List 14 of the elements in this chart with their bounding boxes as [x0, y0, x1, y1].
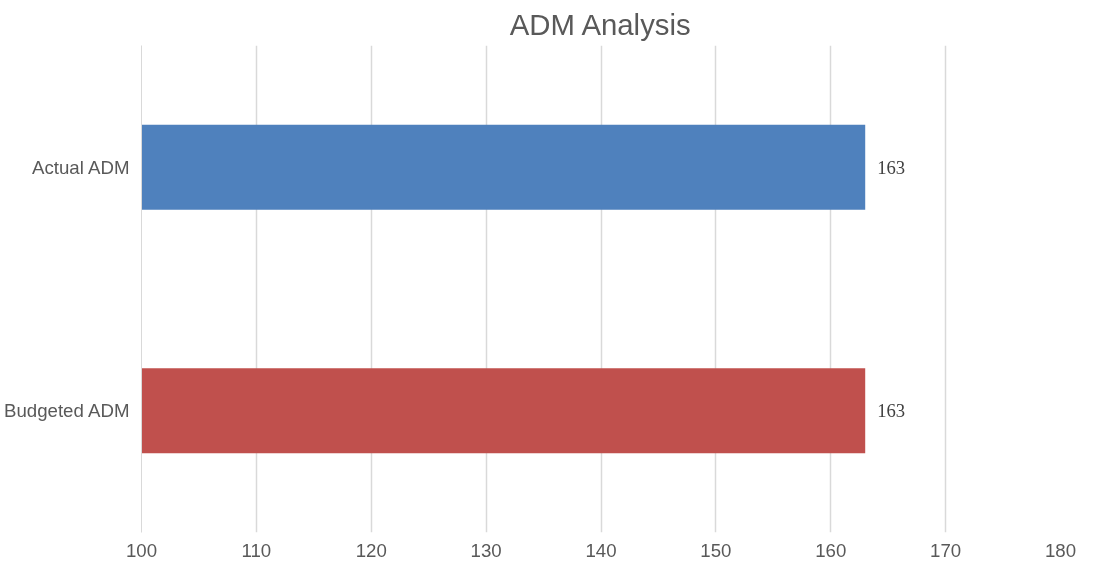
x-tick-label: 140	[585, 539, 617, 561]
data-label: 163	[877, 156, 906, 178]
y-tick-label: Budgeted ADM	[3, 400, 130, 422]
x-tick-label: 170	[930, 539, 962, 561]
x-tick-label: 150	[700, 539, 732, 561]
x-tick-label: 110	[241, 539, 272, 561]
data-label: 163	[877, 400, 906, 422]
x-tick-label: 130	[470, 539, 502, 561]
x-tick-label: 160	[815, 539, 847, 561]
chart-title: ADM Analysis	[509, 7, 691, 41]
y-tick-label: Actual ADM	[32, 156, 130, 178]
x-tick-label: 100	[125, 539, 158, 561]
x-tick-label: 180	[1044, 539, 1077, 561]
x-tick-label: 120	[355, 539, 387, 561]
